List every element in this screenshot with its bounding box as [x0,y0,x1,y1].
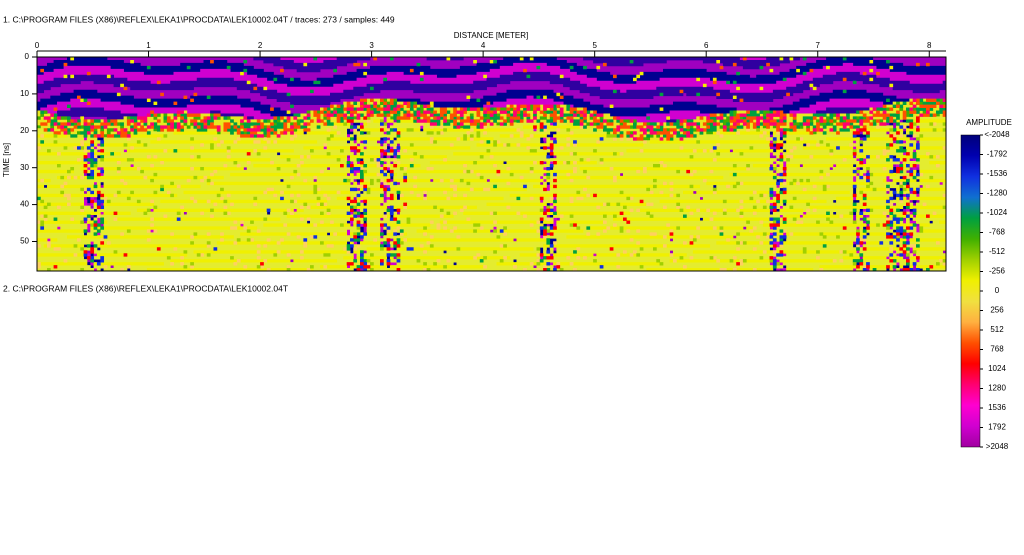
x-tick-label: 7 [816,41,821,50]
colorbar [960,134,981,448]
colorbar-label: -512 [989,247,1006,256]
colorbar-label: -256 [989,267,1006,276]
radargram-cells [37,57,947,272]
radargram-cells [37,98,947,141]
profile-header: 2. C:\PROGRAM FILES (X86)\REFLEX\LEKA1\P… [3,283,288,293]
y-tick-label: 30 [20,163,29,172]
x-tick-label: 4 [481,41,486,50]
colorbar-label: >2048 [986,442,1009,451]
x-tick-label: 6 [704,41,709,50]
radargram-cells [37,57,947,272]
x-axis-label: DISTANCE [METER] [454,31,529,40]
colorbar-label: 1024 [988,364,1006,373]
x-tick-label: 2 [258,41,263,50]
y-tick-label: 20 [20,126,29,135]
colorbar-label: <-2048 [984,130,1010,139]
x-tick-label: 0 [35,41,40,50]
y-tick-label: 50 [20,237,29,246]
radargram-cells [37,119,947,272]
y-tick-label: 40 [20,200,29,209]
plot-frame [36,56,947,272]
colorbar-label: 1536 [988,403,1006,412]
x-tick-label: 1 [146,41,151,50]
y-axis-label: TIME [ns] [2,143,11,177]
radargram-cells [43,98,947,141]
colorbar-label: 768 [990,345,1004,354]
radargram-cells [37,57,947,123]
colorbar-label: 1792 [988,423,1006,432]
colorbar-title: AMPLITUDE [966,118,1012,127]
colorbar-label: -1536 [987,169,1008,178]
profile-header: 1. C:\PROGRAM FILES (X86)\REFLEX\LEKA1\P… [3,14,395,24]
colorbar-label: 1280 [988,384,1006,393]
colorbar-label: 0 [995,286,1000,295]
radargram [37,57,947,272]
y-tick-label: 10 [20,89,29,98]
colorbar-label: -1792 [987,150,1008,159]
radargram-cells [37,57,947,272]
y-tick-label: 0 [25,52,30,61]
colorbar-label: -1280 [987,189,1008,198]
colorbar-label: 512 [990,325,1004,334]
x-tick-label: 3 [369,41,374,50]
colorbar-label: -768 [989,228,1006,237]
colorbar-label: -1024 [987,208,1008,217]
x-tick-label: 5 [592,41,597,50]
colorbar-label: 256 [990,306,1004,315]
radargram-cells [40,116,947,272]
x-tick-label: 8 [927,41,932,50]
